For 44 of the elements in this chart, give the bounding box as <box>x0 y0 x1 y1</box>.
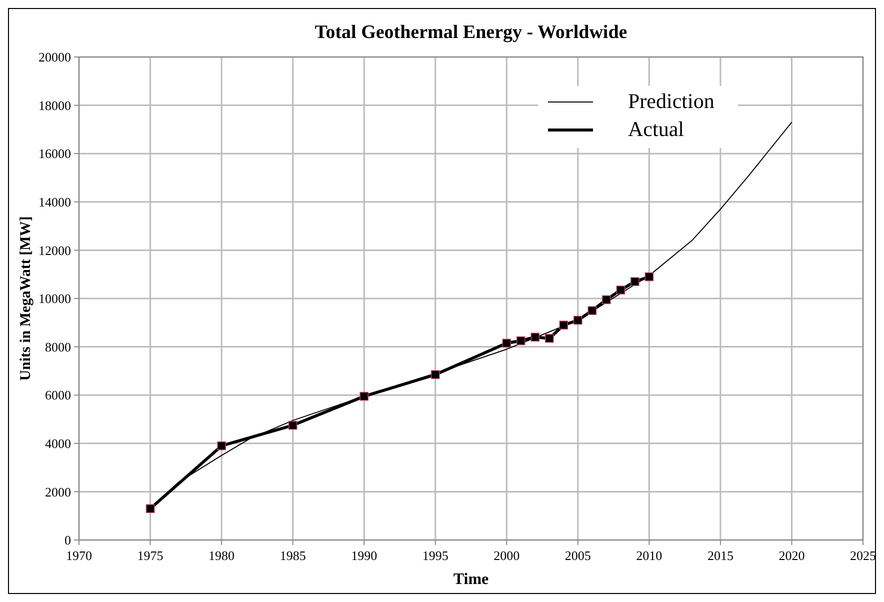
point <box>530 332 540 342</box>
x-tick-label: 2015 <box>707 548 734 563</box>
y-tick-label: 4000 <box>45 436 71 451</box>
x-tick-label: 2000 <box>494 548 520 563</box>
y-tick-label: 10000 <box>38 291 71 306</box>
x-tick-label: 2025 <box>850 548 876 563</box>
point <box>360 392 368 401</box>
y-tick-label: 18000 <box>38 98 71 113</box>
y-tick-label: 8000 <box>45 339 71 354</box>
y-tick-label: 0 <box>64 532 71 548</box>
point <box>602 295 611 304</box>
chart-title: Total Geothermal Energy - Worldwide <box>314 22 628 43</box>
legend-label: Prediction <box>628 89 715 113</box>
y-tick-label: 6000 <box>45 388 71 403</box>
x-tick-label: 1975 <box>137 548 164 563</box>
x-tick-label: 2020 <box>778 548 805 563</box>
x-tick-label: 1970 <box>66 548 92 563</box>
y-tick-label: 12000 <box>38 242 71 258</box>
point <box>616 286 626 294</box>
point <box>545 334 554 343</box>
y-tick-label: 14000 <box>38 194 71 210</box>
point <box>502 338 512 348</box>
point <box>588 306 597 315</box>
y-tick-label: 16000 <box>38 146 71 162</box>
point <box>630 277 640 286</box>
x-tick-label: 2005 <box>564 548 591 563</box>
x-tick-label: 2010 <box>636 548 662 563</box>
legend-label: Actual <box>628 117 684 141</box>
point <box>430 370 440 379</box>
point <box>288 420 298 430</box>
y-axis-title: Units in MegaWatt [MW] <box>18 216 34 381</box>
x-tick-label: 1980 <box>208 548 235 563</box>
y-tick-label: 2000 <box>45 484 71 500</box>
point <box>644 272 654 282</box>
y-tick-label: 20000 <box>38 50 71 65</box>
x-tick-label: 1990 <box>351 548 378 563</box>
x-tick-label: 1995 <box>422 548 448 563</box>
x-axis-title: Time <box>453 571 489 588</box>
x-tick-label: 1985 <box>280 548 306 563</box>
point <box>574 316 582 325</box>
point <box>559 320 568 330</box>
point <box>516 336 526 346</box>
point <box>217 441 226 450</box>
point <box>146 504 155 514</box>
